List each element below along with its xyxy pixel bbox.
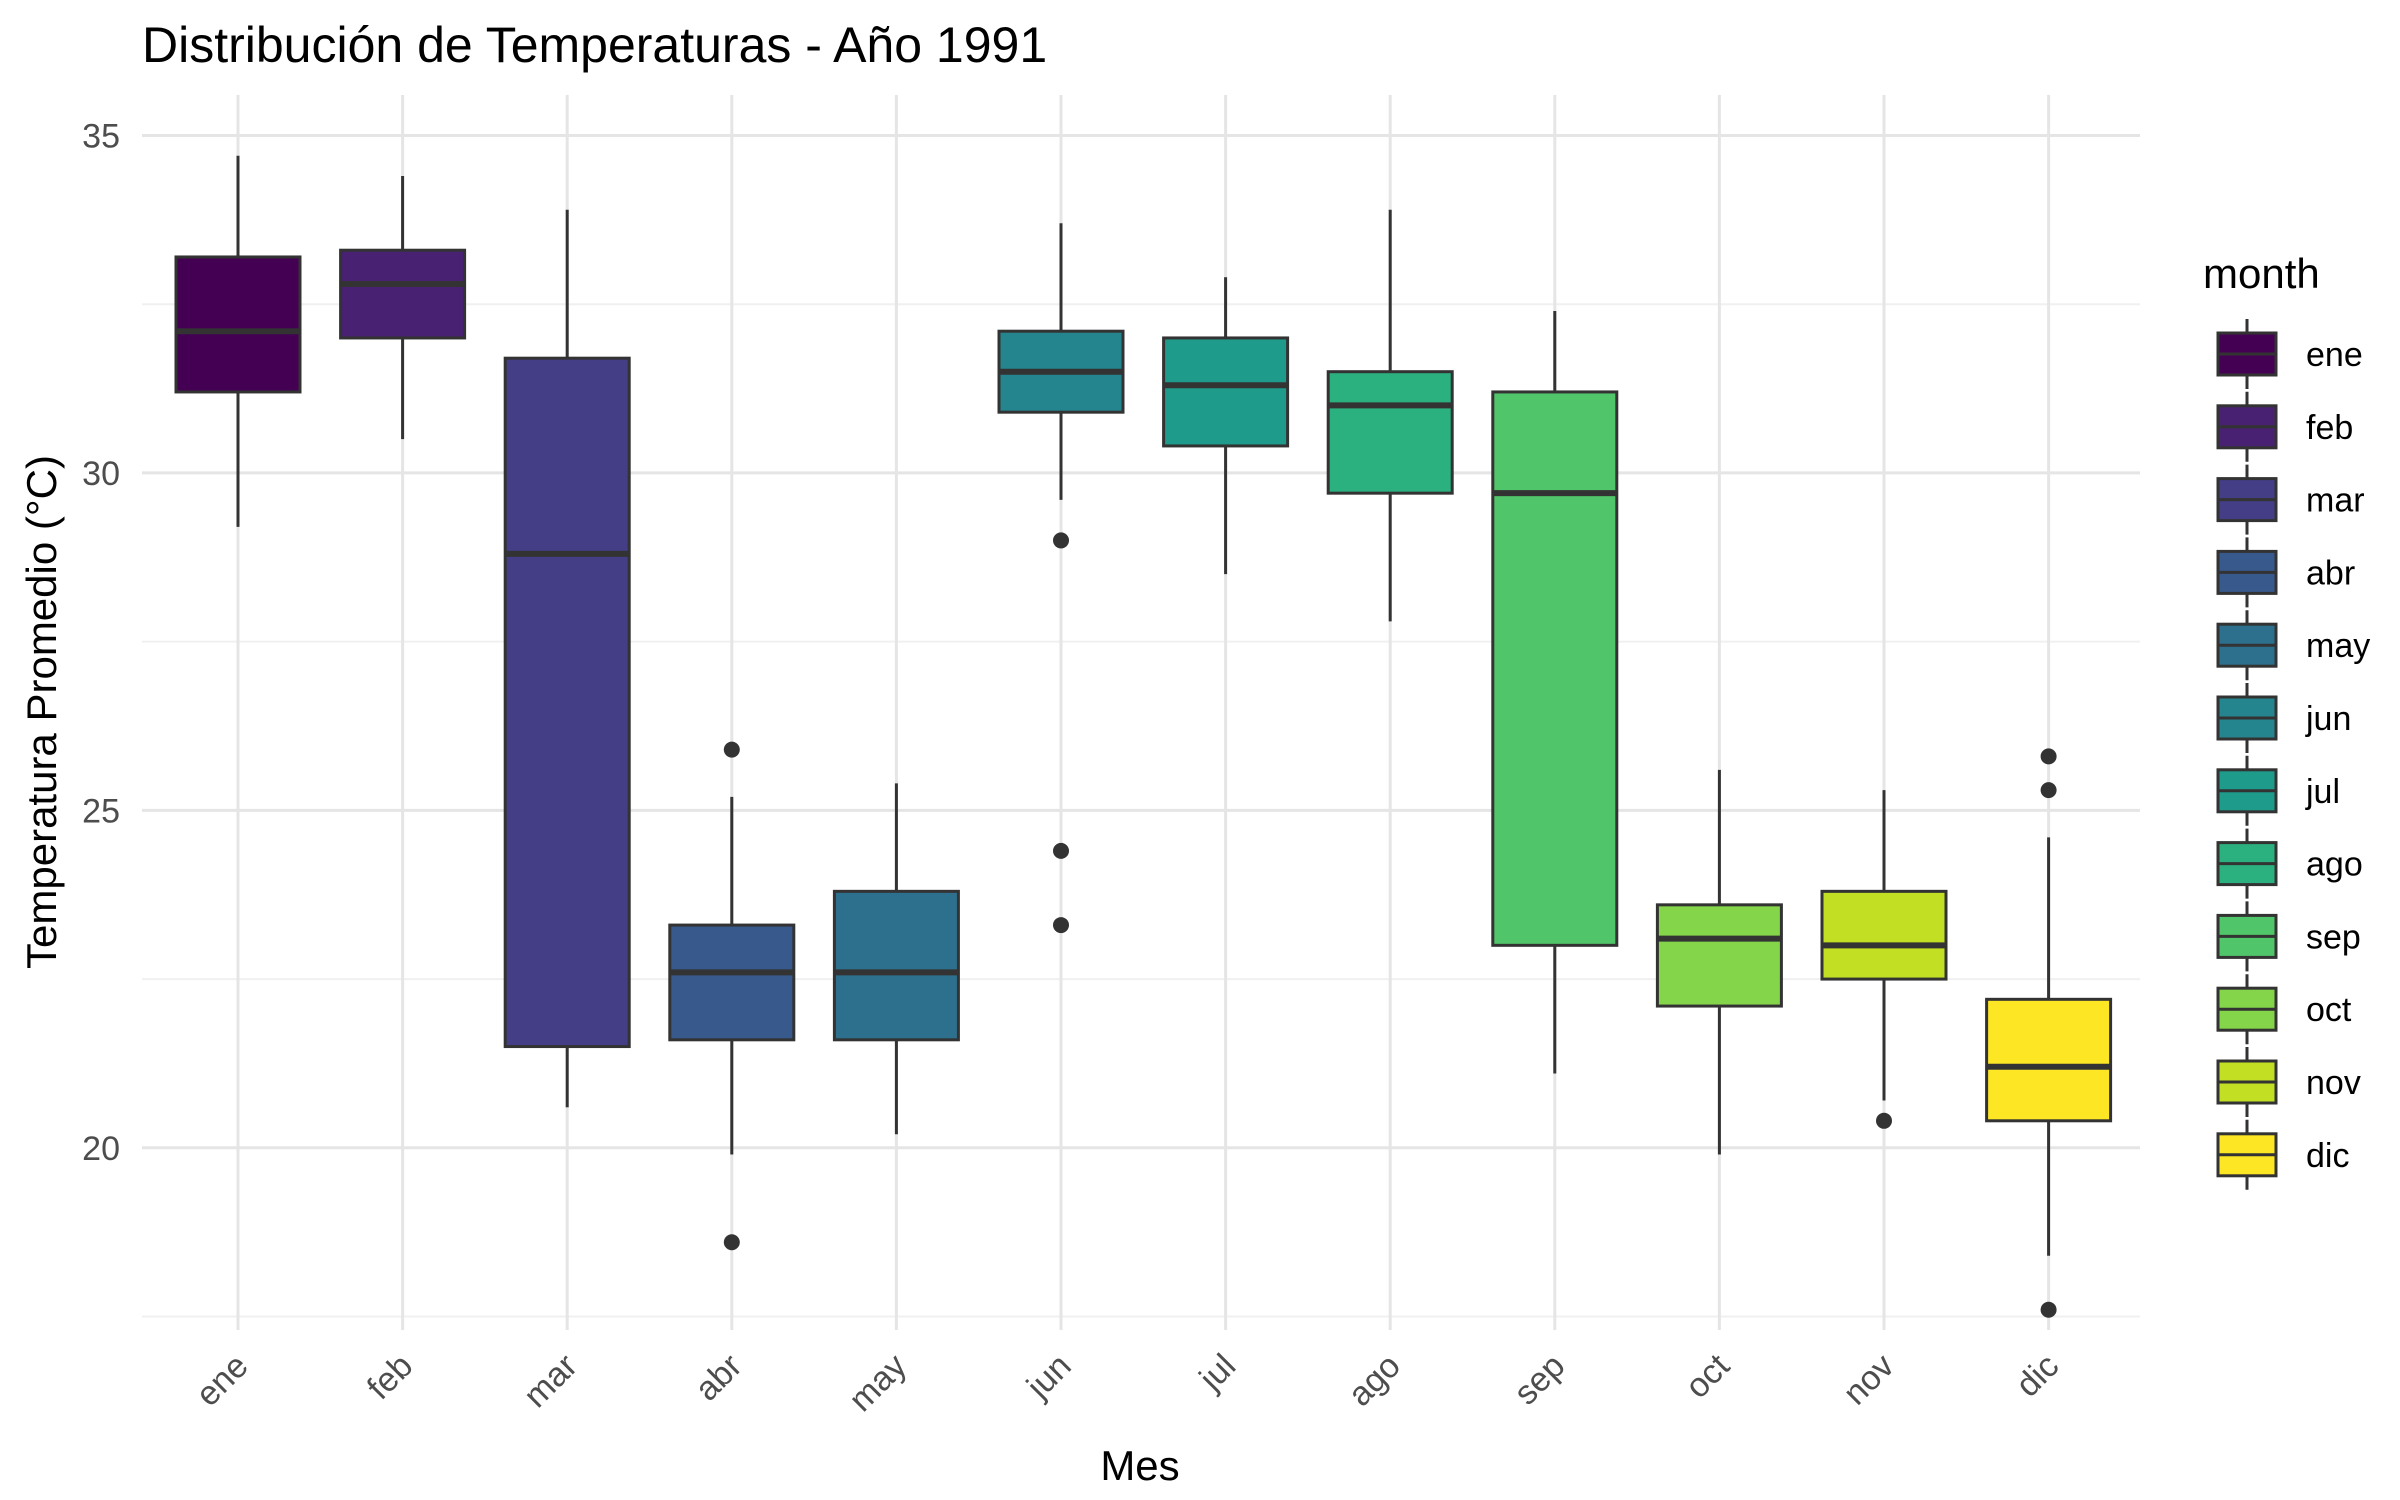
box-ene [174,155,302,527]
box-ago [1326,209,1454,622]
legend-label-sep: sep [2306,918,2361,956]
y-tick-label: 30 [82,455,120,493]
outlier-point [2040,748,2057,765]
y-tick-label: 35 [82,117,120,155]
chart-title: Distribución de Temperaturas - Año 1991 [142,17,1047,73]
x-tick-label: jun [1019,1347,1079,1407]
x-tick-label: nov [1836,1347,1902,1413]
x-tick-label: may [842,1347,914,1419]
box-iqr [832,889,960,1042]
box-iqr [1655,903,1783,1008]
outlier-point [1053,917,1069,934]
box-may [832,783,960,1135]
legend: month ene feb mar abr may jun jul ago sep oct nov d… [2203,250,2370,1190]
x-tick-label: dic [2009,1347,2067,1405]
box-oct [1655,769,1783,1155]
legend-label-ene: ene [2306,336,2363,374]
legend-key-nov [2216,1047,2278,1117]
outlier-point [723,741,740,758]
box-iqr [174,255,302,394]
legend-key-may [2216,610,2278,681]
legend-key-ago [2216,828,2278,899]
legend-label-mar: mar [2306,482,2365,520]
x-tick-label: ene [189,1347,256,1414]
box-feb [339,175,467,440]
box-iqr [668,923,796,1042]
y-tick-label: 20 [82,1130,120,1168]
box-abr [668,741,796,1251]
box-iqr [1491,390,1619,947]
legend-label-dic: dic [2306,1137,2349,1175]
box-iqr [339,248,467,340]
box-iqr [1820,889,1948,981]
legend-key-feb [2216,391,2278,462]
legend-label-jul: jul [2305,773,2340,811]
outlier-point [723,1234,740,1251]
x-tick-label: sep [1507,1347,1573,1413]
box-iqr [1985,997,2113,1123]
legend-key-jun [2216,683,2278,753]
outlier-point [1053,842,1069,859]
outlier-point [1053,532,1069,549]
legend-label-jun: jun [2305,700,2351,738]
box-iqr [1326,370,1454,495]
legend-key-mar [2216,464,2278,535]
legend-label-may: may [2306,627,2370,665]
box-mar [503,209,631,1108]
box-sep [1491,310,1619,1074]
legend-key-oct [2216,974,2278,1045]
y-tick-label: 25 [82,792,120,830]
legend-label-abr: abr [2306,554,2355,592]
legend-label-feb: feb [2306,409,2353,447]
x-tick-label: oct [1678,1346,1737,1405]
x-axis-title: Mes [1100,1442,1179,1489]
outlier-point [2040,1301,2057,1318]
legend-key-ene [2216,319,2278,389]
legend-label-nov: nov [2306,1064,2361,1102]
outlier-point [1876,1112,1892,1129]
box-jun [997,223,1125,934]
outlier-point [2040,782,2057,799]
box-iqr [1162,336,1290,448]
box-jul [1162,277,1290,575]
x-tick-label: feb [360,1347,420,1407]
x-tick-label: abr [688,1347,750,1409]
x-tick-label: jul [1192,1347,1244,1399]
legend-key-dic [2216,1119,2278,1190]
box-layer [174,155,2113,1318]
legend-label-ago: ago [2306,846,2363,884]
legend-key-jul [2216,755,2278,826]
legend-title: month [2203,250,2320,297]
x-tick-label: mar [517,1347,585,1415]
box-dic [1985,748,2113,1318]
legend-key-sep [2216,901,2278,972]
box-iqr [503,356,631,1049]
y-axis-title: Temperatura Promedio (°C) [18,455,65,969]
legend-label-oct: oct [2306,991,2352,1029]
box-nov [1820,790,1948,1129]
legend-key-abr [2216,537,2278,608]
x-tick-label: ago [1341,1347,1408,1414]
